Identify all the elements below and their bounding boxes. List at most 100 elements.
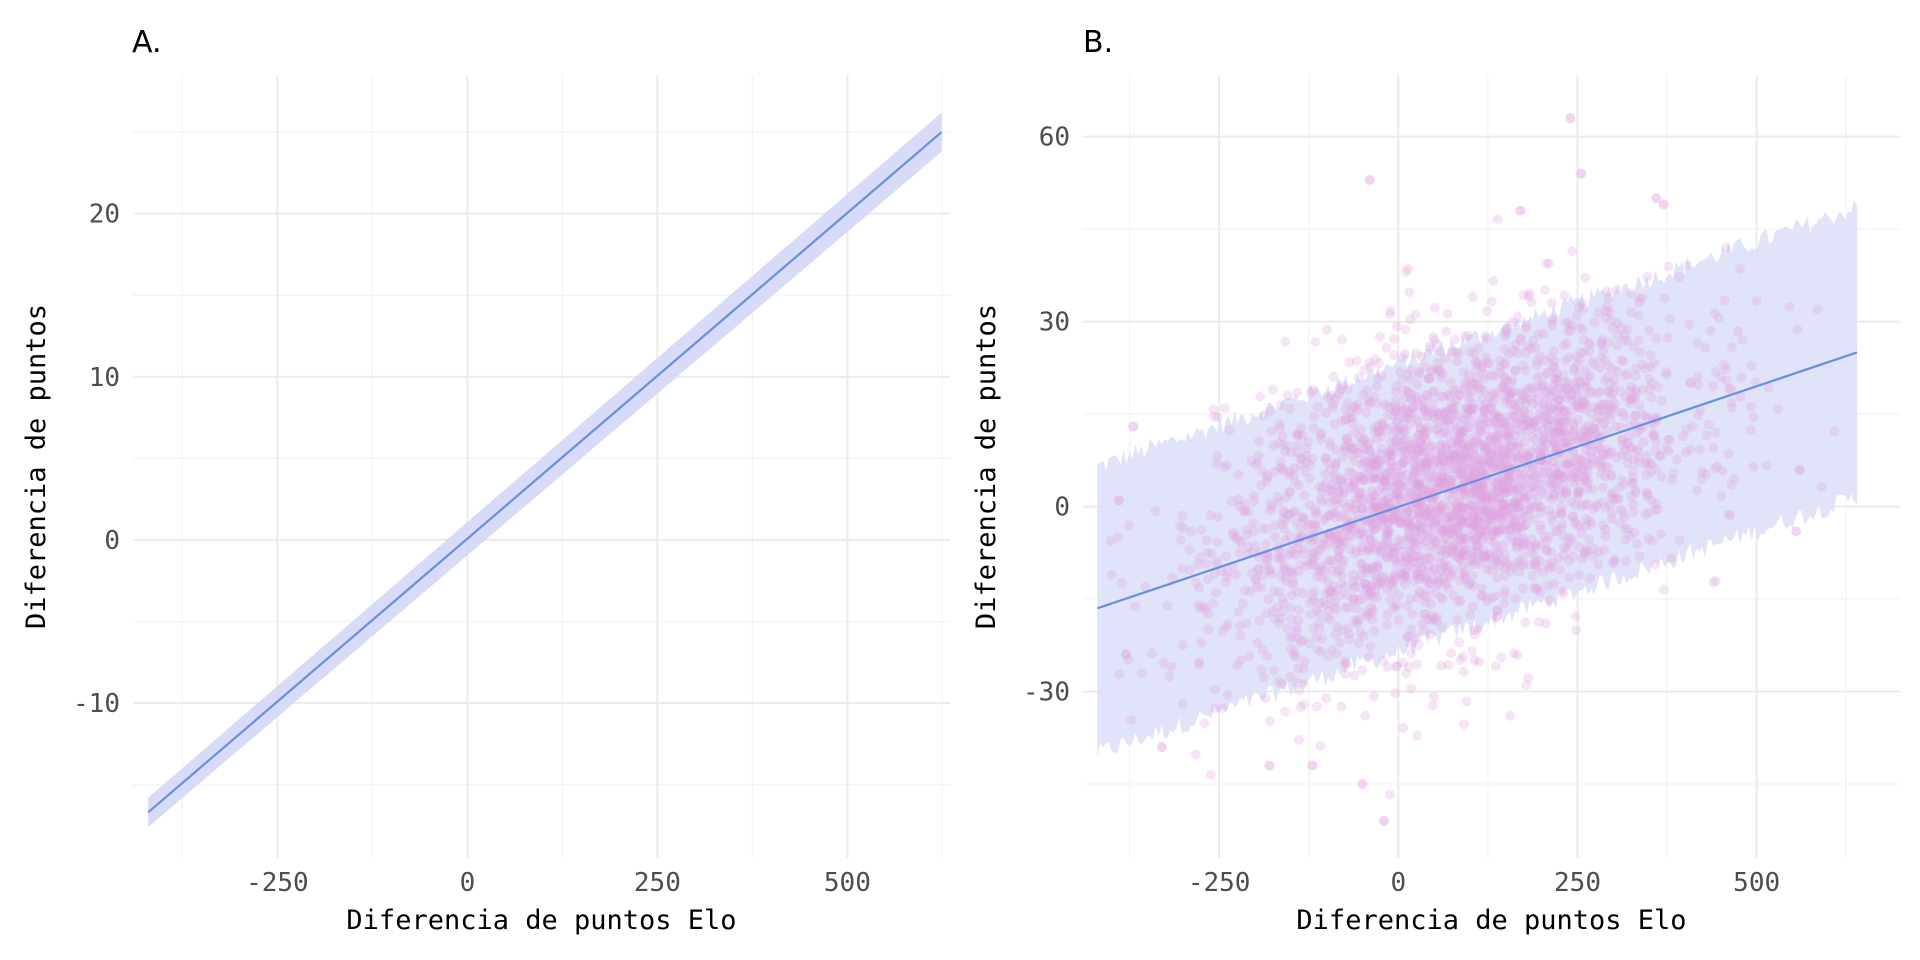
data-point bbox=[1406, 388, 1417, 399]
data-point bbox=[1396, 405, 1407, 416]
data-point bbox=[1617, 434, 1628, 444]
panel-a-x-tick-label: 0 bbox=[460, 868, 476, 898]
data-point bbox=[1346, 482, 1357, 493]
data-point bbox=[1710, 366, 1721, 377]
data-point bbox=[1202, 547, 1213, 558]
data-point bbox=[1392, 534, 1403, 545]
data-point bbox=[1346, 439, 1356, 450]
data-point bbox=[1561, 542, 1572, 553]
data-point bbox=[1472, 624, 1483, 635]
data-point bbox=[1433, 364, 1444, 375]
data-point bbox=[1205, 769, 1216, 780]
data-point bbox=[1692, 338, 1702, 348]
data-point bbox=[1532, 562, 1543, 573]
data-point bbox=[1374, 473, 1385, 484]
data-point bbox=[1485, 534, 1496, 545]
data-point bbox=[1334, 544, 1345, 555]
data-point bbox=[1516, 560, 1527, 571]
data-point bbox=[1403, 413, 1414, 424]
data-point bbox=[1498, 507, 1508, 518]
data-point bbox=[1502, 421, 1513, 431]
data-point bbox=[1411, 462, 1422, 472]
data-point bbox=[1195, 603, 1206, 614]
data-point bbox=[1598, 520, 1609, 531]
data-point bbox=[1288, 568, 1299, 579]
data-point bbox=[1519, 391, 1529, 401]
data-point bbox=[1572, 492, 1583, 503]
data-point bbox=[1553, 467, 1564, 478]
data-point bbox=[1539, 444, 1550, 455]
data-point bbox=[1175, 535, 1186, 545]
data-point bbox=[1194, 583, 1205, 593]
data-point bbox=[1725, 510, 1735, 521]
data-point bbox=[1387, 422, 1398, 432]
data-point bbox=[1481, 491, 1492, 502]
data-point bbox=[1553, 419, 1564, 430]
data-point bbox=[1468, 625, 1479, 636]
data-point bbox=[1379, 496, 1389, 507]
data-point bbox=[1456, 501, 1467, 512]
data-point bbox=[1449, 408, 1460, 419]
data-point bbox=[1393, 425, 1404, 436]
data-point bbox=[1147, 648, 1158, 659]
data-point bbox=[1532, 426, 1543, 437]
data-point bbox=[1293, 663, 1304, 674]
data-point bbox=[1474, 656, 1484, 667]
data-point bbox=[1568, 477, 1579, 488]
data-point bbox=[1275, 463, 1286, 474]
data-point bbox=[1364, 588, 1375, 599]
data-point bbox=[1600, 524, 1611, 535]
data-point bbox=[1535, 351, 1545, 362]
data-point bbox=[1541, 536, 1552, 547]
data-point bbox=[1340, 659, 1351, 670]
data-point bbox=[1314, 429, 1325, 440]
data-point bbox=[1347, 418, 1358, 429]
data-point bbox=[1508, 483, 1519, 494]
data-point bbox=[1565, 459, 1576, 470]
data-point bbox=[1603, 387, 1614, 398]
data-point bbox=[1463, 579, 1474, 590]
data-point bbox=[1494, 524, 1504, 535]
data-point bbox=[1511, 441, 1522, 452]
data-point bbox=[1479, 551, 1490, 562]
data-point bbox=[1505, 411, 1516, 421]
data-point bbox=[1316, 646, 1327, 657]
data-point bbox=[1499, 382, 1510, 393]
data-point bbox=[1532, 583, 1543, 594]
data-point bbox=[1695, 405, 1706, 416]
data-point bbox=[1411, 450, 1421, 461]
data-point bbox=[1456, 420, 1467, 431]
data-point bbox=[1416, 351, 1427, 362]
data-point bbox=[1450, 523, 1461, 534]
data-point bbox=[1321, 559, 1332, 570]
data-point bbox=[1627, 478, 1638, 489]
data-point bbox=[1443, 406, 1454, 417]
data-point bbox=[1332, 566, 1343, 577]
data-point bbox=[1556, 508, 1567, 519]
data-point bbox=[1320, 512, 1331, 523]
data-point bbox=[1297, 512, 1308, 523]
data-point bbox=[1406, 488, 1417, 499]
data-point bbox=[1419, 626, 1430, 637]
data-point bbox=[1451, 521, 1462, 532]
data-point bbox=[1554, 425, 1565, 436]
data-point bbox=[1210, 703, 1221, 714]
data-point bbox=[1625, 397, 1636, 408]
data-point bbox=[1252, 457, 1263, 468]
data-point bbox=[1488, 510, 1499, 521]
data-point bbox=[1560, 355, 1571, 366]
data-point bbox=[1377, 431, 1388, 442]
data-point bbox=[1491, 612, 1502, 623]
data-point bbox=[1267, 384, 1278, 395]
data-point bbox=[1373, 420, 1384, 431]
data-point bbox=[1719, 295, 1730, 306]
data-point bbox=[1490, 435, 1500, 446]
data-point bbox=[1446, 408, 1457, 419]
data-point bbox=[1505, 566, 1516, 577]
data-point bbox=[1194, 659, 1205, 670]
data-point bbox=[1600, 462, 1611, 473]
data-point bbox=[1428, 522, 1438, 533]
data-point bbox=[1468, 461, 1479, 472]
data-point bbox=[1425, 554, 1436, 564]
